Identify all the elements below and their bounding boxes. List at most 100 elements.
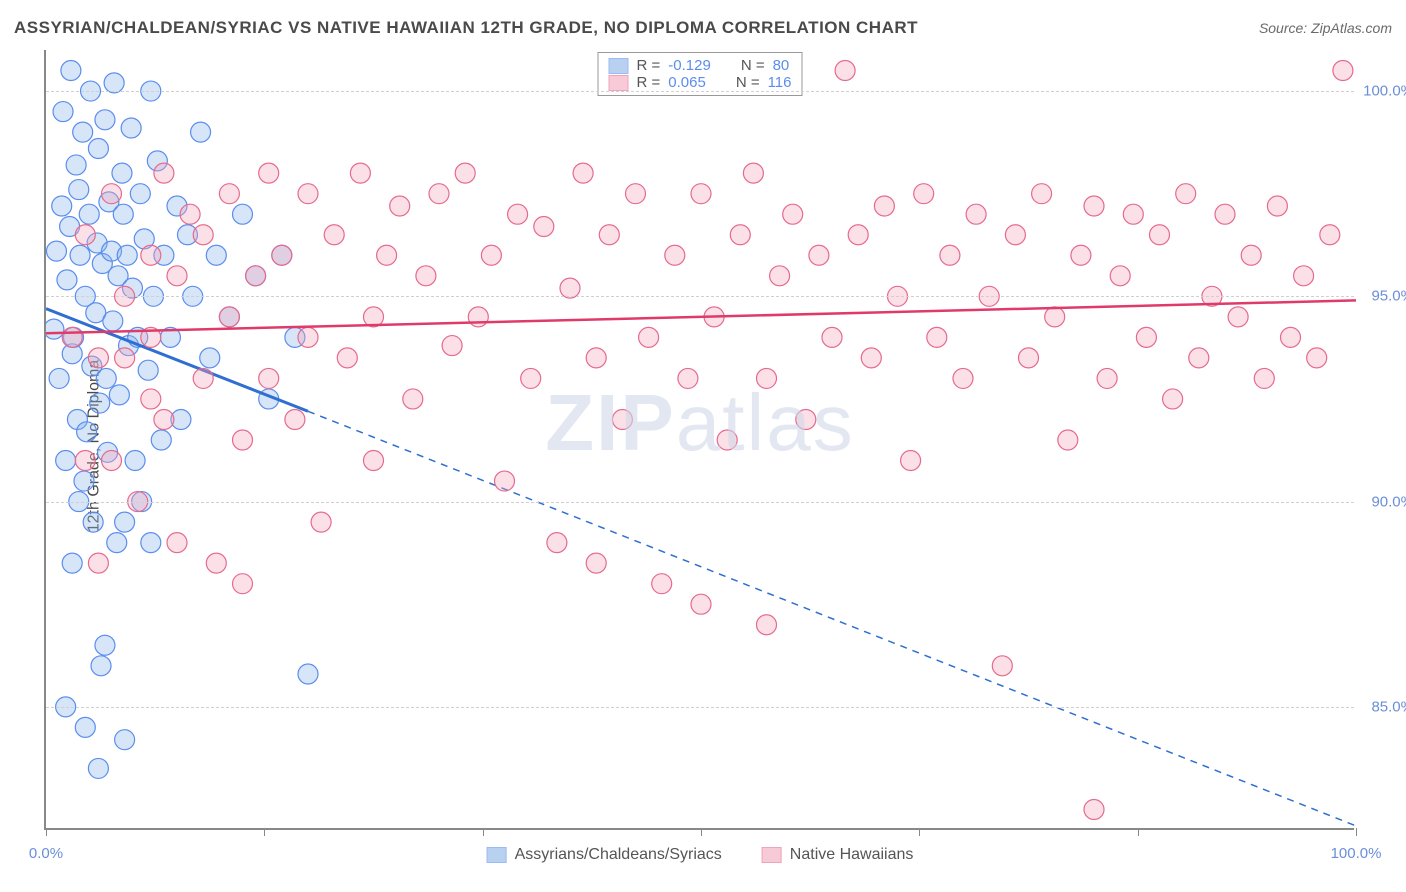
scatter-point [56,451,76,471]
scatter-point [62,327,82,347]
grid-line [46,296,1354,297]
scatter-point [88,348,108,368]
legend-N-label: N = [741,57,765,74]
y-tick-label: 95.0% [1359,288,1406,305]
scatter-point [121,118,141,138]
scatter-point [75,451,95,471]
scatter-point [88,139,108,159]
scatter-point [46,241,66,261]
legend-stats-row-0: R = -0.129 N = 80 [609,57,792,74]
scatter-point [167,533,187,553]
scatter-point [1267,196,1287,216]
scatter-point [822,327,842,347]
scatter-point [109,385,129,405]
x-tick [919,828,920,836]
scatter-point [90,393,110,413]
scatter-point [1045,307,1065,327]
scatter-point [95,635,115,655]
scatter-point [1032,184,1052,204]
scatter-point [717,430,737,450]
scatter-point [206,245,226,265]
scatter-point [521,368,541,388]
scatter-point [113,204,133,224]
scatter-point [1123,204,1143,224]
scatter-point [219,307,239,327]
plot-area: ZIPatlas R = -0.129 N = 80 R = 0.065 N =… [44,50,1354,830]
legend-stats-row-1: R = 0.065 N = 116 [609,74,792,91]
scatter-point [151,430,171,450]
scatter-point [77,422,97,442]
scatter-point [61,61,81,81]
scatter-point [848,225,868,245]
scatter-point [534,217,554,237]
scatter-point [324,225,344,245]
x-tick [1356,828,1357,836]
scatter-point [481,245,501,265]
scatter-point [115,512,135,532]
scatter-point [1019,348,1039,368]
scatter-point [103,311,123,331]
scatter-point [233,204,253,224]
scatter-point [180,204,200,224]
x-tick [701,828,702,836]
scatter-point [311,512,331,532]
scatter-point [691,594,711,614]
scatter-point [115,730,135,750]
x-tick [46,828,47,836]
grid-line [46,707,1354,708]
scatter-point [364,451,384,471]
scatter-point [102,451,122,471]
scatter-point [285,409,305,429]
legend-bottom-label-0: Assyrians/Chaldeans/Syriacs [515,846,722,864]
scatter-point [1294,266,1314,286]
scatter-point [83,512,103,532]
scatter-point [966,204,986,224]
scatter-point [1281,327,1301,347]
scatter-point [508,204,528,224]
scatter-point [66,155,86,175]
source-label: Source: ZipAtlas.com [1259,20,1392,36]
scatter-point [757,615,777,635]
scatter-point [455,163,475,183]
scatter-point [79,204,99,224]
scatter-point [154,163,174,183]
legend-R-value-1: 0.065 [668,74,706,91]
scatter-point [88,758,108,778]
scatter-point [940,245,960,265]
scatter-point [1333,61,1353,81]
scatter-point [547,533,567,553]
legend-R-label: R = [637,74,661,91]
scatter-point [586,553,606,573]
legend-bottom-item-1: Native Hawaiians [762,846,914,864]
y-tick-label: 85.0% [1359,698,1406,715]
scatter-point [1058,430,1078,450]
scatter-point [573,163,593,183]
scatter-point [272,245,292,265]
scatter-point [861,348,881,368]
scatter-point [52,196,72,216]
scatter-point [73,122,93,142]
scatter-point [141,245,161,265]
legend-stats-box: R = -0.129 N = 80 R = 0.065 N = 116 [598,52,803,96]
scatter-point [416,266,436,286]
scatter-point [219,184,239,204]
scatter-point [57,270,77,290]
scatter-point [130,184,150,204]
scatter-point [298,327,318,347]
scatter-point [560,278,580,298]
scatter-point [495,471,515,491]
scatter-point [1136,327,1156,347]
scatter-point [626,184,646,204]
scatter-point [403,389,423,409]
scatter-point [599,225,619,245]
scatter-point [62,553,82,573]
scatter-point [652,574,672,594]
x-tick [1138,828,1139,836]
scatter-point [1228,307,1248,327]
scatter-point [770,266,790,286]
scatter-point [117,245,137,265]
x-tick-label: 100.0% [1331,845,1382,862]
scatter-point [1176,184,1196,204]
scatter-point [191,122,211,142]
scatter-point [104,73,124,93]
